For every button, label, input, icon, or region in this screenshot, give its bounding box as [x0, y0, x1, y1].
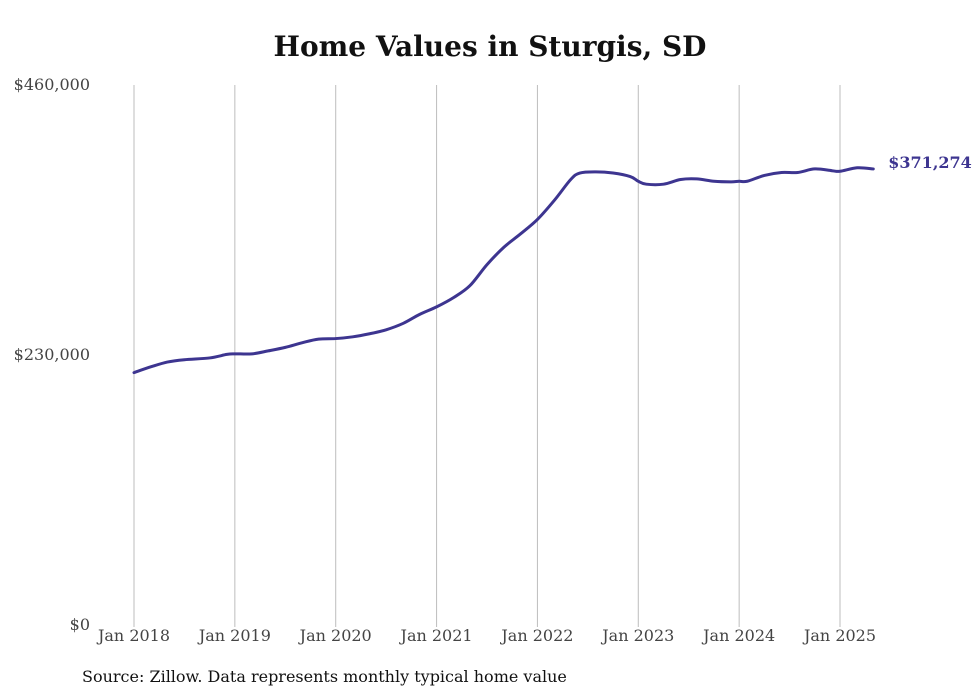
- series-line: [132, 166, 875, 375]
- x-tick-label: Jan 2025: [802, 626, 876, 645]
- y-tick-label: $230,000: [14, 345, 90, 364]
- data-point: [712, 180, 715, 183]
- end-value-label: $371,274: [888, 153, 972, 172]
- x-tick-label: Jan 2020: [298, 626, 372, 645]
- data-point: [284, 346, 287, 349]
- data-point: [225, 353, 228, 356]
- data-point: [317, 338, 320, 341]
- data-point: [150, 365, 153, 368]
- data-point: [519, 233, 522, 236]
- data-point: [385, 328, 388, 331]
- data-point: [813, 167, 816, 170]
- data-point: [856, 166, 859, 169]
- data-point: [486, 263, 489, 266]
- data-point: [133, 371, 136, 374]
- data-point: [637, 180, 640, 183]
- data-point: [435, 305, 438, 308]
- x-tick-label: Jan 2022: [499, 626, 573, 645]
- data-point: [351, 335, 354, 338]
- data-point: [679, 178, 682, 181]
- data-point: [418, 313, 421, 316]
- data-point: [578, 172, 581, 175]
- data-point: [612, 172, 615, 175]
- source-note: Source: Zillow. Data represents monthly …: [82, 667, 567, 686]
- y-axis-ticks: $0 $230,000 $460,000: [14, 75, 90, 634]
- data-point: [695, 177, 698, 180]
- data-point: [166, 361, 169, 364]
- y-tick-label: $460,000: [14, 75, 90, 94]
- x-tick-label: Jan 2023: [600, 626, 674, 645]
- data-point: [662, 183, 665, 186]
- x-tick-label: Jan 2019: [197, 626, 271, 645]
- series-layer: $371,274: [132, 153, 972, 375]
- data-point: [334, 337, 337, 340]
- data-point: [645, 183, 648, 186]
- grid-layer: [133, 85, 841, 627]
- data-point: [594, 170, 597, 173]
- data-point: [746, 180, 749, 183]
- data-point: [468, 284, 471, 287]
- data-point: [553, 199, 556, 202]
- data-point: [251, 352, 254, 355]
- x-axis-ticks: Jan 2018 Jan 2019 Jan 2020 Jan 2021 Jan 2022…: [96, 626, 876, 645]
- y-tick-label: $0: [70, 615, 90, 634]
- data-point: [208, 356, 211, 359]
- data-point: [872, 167, 875, 170]
- data-point: [629, 175, 632, 178]
- data-point: [830, 169, 833, 172]
- data-point: [267, 349, 270, 352]
- data-point: [536, 218, 539, 221]
- data-point: [452, 296, 455, 299]
- data-point: [796, 171, 799, 174]
- data-point: [839, 170, 842, 173]
- data-point: [503, 246, 506, 249]
- data-point: [780, 171, 783, 174]
- data-point: [367, 332, 370, 335]
- data-point: [763, 174, 766, 177]
- data-point: [402, 322, 405, 325]
- x-tick-label: Jan 2024: [701, 626, 775, 645]
- data-point: [730, 180, 733, 183]
- data-point: [183, 358, 186, 361]
- data-point: [569, 178, 572, 181]
- data-point: [301, 341, 304, 344]
- data-point: [738, 180, 741, 183]
- chart-title: Home Values in Sturgis, SD: [273, 30, 707, 63]
- data-point: [233, 352, 236, 355]
- x-tick-label: Jan 2018: [96, 626, 170, 645]
- x-tick-label: Jan 2021: [399, 626, 473, 645]
